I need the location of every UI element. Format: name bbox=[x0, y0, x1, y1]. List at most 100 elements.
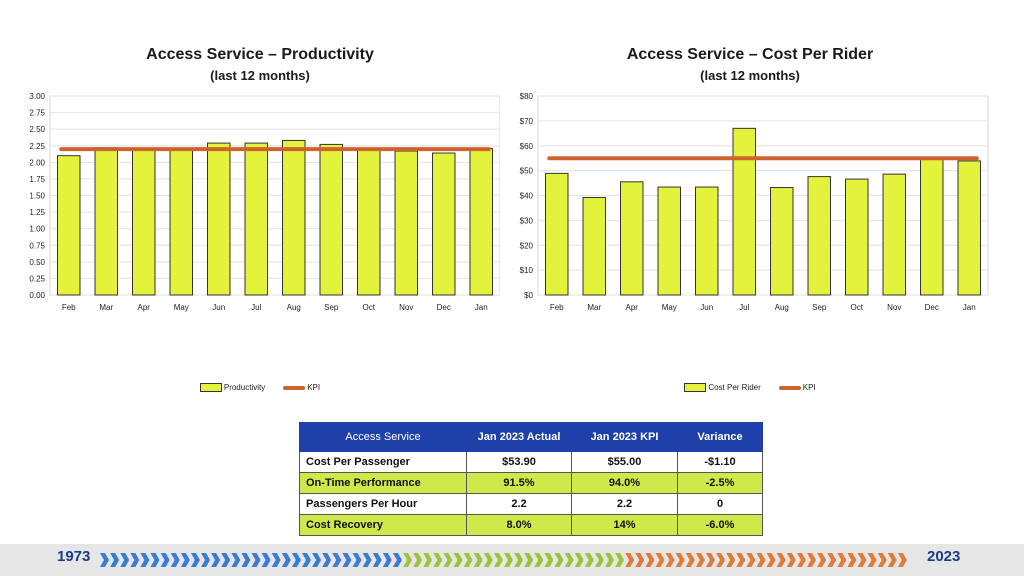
bar-feb bbox=[545, 172, 569, 296]
x-tick-label: Feb bbox=[62, 303, 76, 312]
variance-cell: -6.0% bbox=[677, 514, 763, 536]
chevron-arrow-icon bbox=[736, 553, 746, 567]
chevron-arrow-icon bbox=[554, 553, 564, 567]
start-year: 1973 bbox=[57, 548, 91, 565]
chevron-arrow-icon bbox=[847, 553, 857, 567]
bar-sep bbox=[807, 176, 831, 296]
chevron-arrow-icon bbox=[463, 553, 473, 567]
chevron-arrow-icon bbox=[766, 553, 776, 567]
variance-cell: -$1.10 bbox=[677, 451, 763, 473]
x-tick-label: Dec bbox=[437, 303, 451, 312]
chevron-arrow-icon bbox=[150, 553, 160, 567]
legend-label: Cost Per Rider bbox=[708, 383, 761, 392]
chevron-arrow-icon bbox=[433, 553, 443, 567]
chevron-arrow-icon bbox=[524, 553, 534, 567]
chart-subtitle: (last 12 months) bbox=[210, 68, 310, 83]
x-tick-label: May bbox=[174, 303, 189, 312]
x-tick-label: Aug bbox=[287, 303, 301, 312]
bar-oct bbox=[357, 148, 381, 296]
kpi-cell: 94.0% bbox=[571, 472, 678, 494]
x-tick-label: Sep bbox=[324, 303, 339, 312]
chevron-arrow-icon bbox=[756, 553, 766, 567]
chevron-arrow-icon bbox=[594, 553, 604, 567]
legend-bar-swatch bbox=[684, 383, 707, 392]
kpi-cell: 14% bbox=[571, 514, 678, 536]
actual-cell: $53.90 bbox=[466, 451, 572, 473]
row-label: Cost Recovery bbox=[299, 514, 467, 536]
kpi-cell: $55.00 bbox=[571, 451, 678, 473]
x-tick-label: Apr bbox=[138, 303, 151, 312]
y-tick-label: $20 bbox=[520, 241, 534, 250]
legend-item-kpi: KPI bbox=[283, 383, 320, 392]
chevron-arrow-icon bbox=[261, 553, 271, 567]
chevron-arrow-icon bbox=[352, 553, 362, 567]
productivity-chart: Access Service – Productivity (last 12 m… bbox=[20, 42, 500, 402]
table-row: On-Time Performance 91.5% 94.0% -2.5% bbox=[299, 472, 763, 494]
chevron-arrow-icon bbox=[342, 553, 352, 567]
x-tick-label: Nov bbox=[887, 303, 901, 312]
chevron-arrow-icon bbox=[625, 553, 635, 567]
chevron-arrow-icon bbox=[271, 553, 281, 567]
y-tick-label: 1.75 bbox=[29, 175, 45, 184]
bar-jul bbox=[732, 127, 756, 296]
chevron-arrow-icon bbox=[322, 553, 332, 567]
chevron-arrow-icon bbox=[807, 553, 816, 567]
x-tick-label: Jul bbox=[251, 303, 261, 312]
end-year: 2023 bbox=[927, 548, 961, 565]
chevron-arrow-icon bbox=[211, 553, 221, 567]
chevron-arrow-icon bbox=[675, 553, 685, 567]
x-tick-label: Aug bbox=[775, 303, 789, 312]
chevron-arrow-icon bbox=[655, 553, 665, 567]
y-tick-label: $70 bbox=[520, 117, 534, 126]
y-tick-label: $30 bbox=[520, 216, 534, 225]
chevron-arrow-icon bbox=[635, 553, 645, 567]
y-tick-label: $80 bbox=[520, 92, 534, 101]
legend-line-swatch bbox=[778, 385, 801, 390]
bar-aug bbox=[770, 187, 794, 296]
chevron-arrow-icon bbox=[645, 553, 655, 567]
chevron-arrow-icon bbox=[796, 553, 806, 567]
row-label: Cost Per Passenger bbox=[299, 451, 467, 473]
chevron-arrow-icon bbox=[867, 553, 877, 567]
chevron-arrow-icon bbox=[231, 553, 241, 567]
chevron-arrow-icon bbox=[726, 553, 736, 567]
chevron-arrow-icon bbox=[837, 553, 847, 567]
x-tick-label: Feb bbox=[550, 303, 564, 312]
legend-item-cost-per-rider: Cost Per Rider bbox=[684, 383, 761, 392]
chevron-arrow-icon bbox=[786, 553, 796, 567]
kpi-summary-table: Access Service Jan 2023 Actual Jan 2023 … bbox=[299, 422, 763, 536]
x-tick-label: Jun bbox=[700, 303, 713, 312]
y-tick-label: 0.25 bbox=[29, 274, 45, 283]
legend-item-productivity: Productivity bbox=[199, 383, 265, 392]
y-tick-label: 2.00 bbox=[29, 158, 45, 167]
actual-cell: 91.5% bbox=[466, 472, 572, 494]
x-tick-label: Jan bbox=[963, 303, 976, 312]
chevron-arrow-icon bbox=[362, 553, 372, 567]
chevron-arrow-icon bbox=[746, 553, 756, 567]
table-row: Cost Recovery 8.0% 14% -6.0% bbox=[299, 514, 763, 536]
variance-cell: 0 bbox=[677, 493, 763, 515]
x-tick-label: Jan bbox=[475, 303, 488, 312]
chevron-arrow-icon bbox=[827, 553, 837, 567]
chevron-arrow-icon bbox=[897, 553, 907, 567]
chevron-arrow-icon bbox=[413, 553, 423, 567]
cost-per-rider-chart: Access Service – Cost Per Rider (last 12… bbox=[510, 42, 990, 402]
variance-cell: -2.5% bbox=[677, 472, 763, 494]
chevron-arrow-icon bbox=[615, 553, 625, 567]
table-row: Cost Per Passenger $53.90 $55.00 -$1.10 bbox=[299, 451, 763, 473]
chevron-arrow-icon bbox=[251, 553, 261, 567]
x-tick-label: Sep bbox=[812, 303, 827, 312]
y-tick-label: 1.50 bbox=[29, 192, 45, 201]
productivity-plot: 0.00 0.25 0.50 0.75 1.00 1.25 1.50 1.75 2.00 2.25… bbox=[29, 92, 500, 312]
x-tick-label: Nov bbox=[399, 303, 413, 312]
chevron-arrow-icon bbox=[100, 553, 109, 567]
chevron-arrow-icon bbox=[857, 553, 867, 567]
y-tick-label: $60 bbox=[520, 142, 534, 151]
y-tick-label: 2.50 bbox=[29, 125, 45, 134]
chevron-arrow-icon bbox=[110, 553, 120, 567]
bar-jan bbox=[957, 160, 981, 296]
y-tick-label: 0.75 bbox=[29, 241, 45, 250]
y-tick-label: 0.00 bbox=[29, 291, 45, 300]
chevron-arrow-icon bbox=[544, 553, 554, 567]
chevron-arrow-icon bbox=[170, 553, 180, 567]
